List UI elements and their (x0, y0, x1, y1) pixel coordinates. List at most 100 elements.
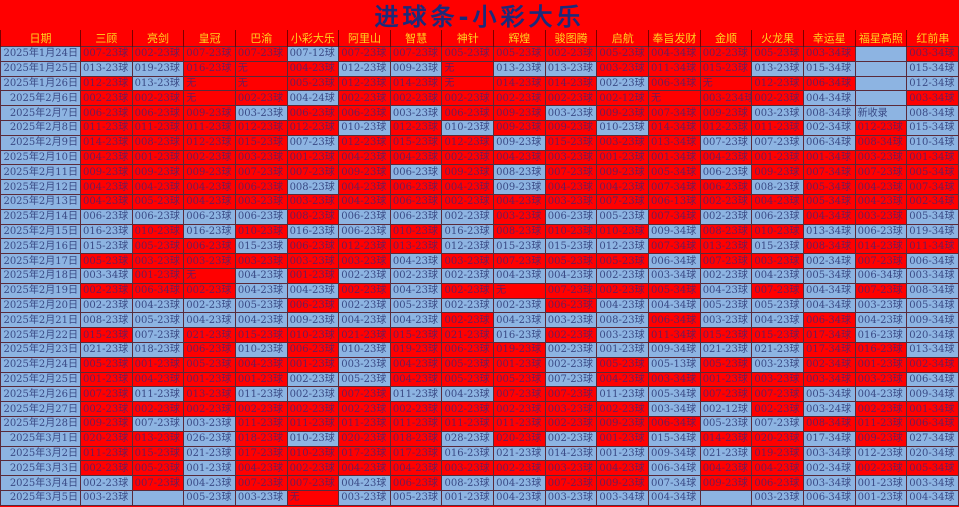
result-cell[interactable]: 007-23球 (183, 46, 236, 62)
result-cell[interactable]: 003-34球 (906, 46, 959, 62)
date-cell[interactable]: 2025年3月2日 (0, 445, 81, 462)
result-cell[interactable]: 003-34球 (802, 475, 856, 491)
result-cell[interactable]: 003-24球 (802, 401, 856, 417)
result-cell[interactable]: 002-23球 (131, 90, 185, 107)
result-cell[interactable]: 001-23球 (854, 489, 908, 506)
result-cell[interactable]: 005-34球 (906, 460, 959, 477)
result-cell[interactable]: 002-23球 (80, 282, 133, 299)
result-cell[interactable]: 003-23球 (183, 253, 236, 269)
result-cell[interactable]: 010-23球 (131, 223, 185, 240)
result-cell[interactable]: 003-34球 (648, 267, 701, 284)
result-cell[interactable]: 009-34球 (906, 386, 959, 403)
result-cell[interactable]: 015-23球 (544, 134, 598, 151)
result-cell[interactable]: 007-23球 (544, 475, 598, 491)
result-cell[interactable]: 015-23球 (234, 327, 288, 343)
result-cell[interactable]: 005-23球 (80, 356, 133, 373)
result-cell[interactable]: 007-34球 (648, 208, 701, 225)
result-cell[interactable]: 002-23球 (544, 356, 598, 373)
result-cell[interactable]: 009-34球 (648, 341, 701, 358)
result-cell[interactable]: 006-23球 (699, 164, 753, 181)
result-cell[interactable]: 003-34球 (648, 371, 701, 388)
date-cell[interactable]: 2025年3月1日 (0, 430, 81, 447)
result-cell[interactable]: 无 (441, 60, 495, 77)
date-cell[interactable]: 2025年2月18日 (0, 267, 81, 284)
result-cell[interactable]: 009-23球 (751, 164, 804, 181)
result-cell[interactable]: 004-23球 (596, 179, 650, 195)
date-cell[interactable]: 2025年1月26日 (0, 75, 81, 92)
result-cell[interactable]: 004-23球 (596, 460, 650, 477)
result-cell[interactable]: 005-34球 (648, 164, 701, 181)
result-cell[interactable]: 002-23球 (544, 430, 598, 447)
result-cell[interactable]: 002-23球 (80, 90, 133, 107)
result-cell[interactable]: 002-23球 (389, 90, 443, 107)
result-cell[interactable]: 006-23球 (338, 223, 391, 240)
result-cell[interactable]: 004-23球 (493, 489, 546, 506)
result-cell[interactable]: 003-23球 (854, 371, 908, 388)
result-cell[interactable]: 002-12球 (699, 401, 753, 417)
result-cell[interactable]: 001-34球 (906, 149, 959, 166)
result-cell[interactable]: 005-23球 (389, 489, 443, 506)
column-header[interactable]: 亮剑 (131, 30, 184, 47)
result-cell[interactable]: 009-23球 (389, 60, 443, 77)
result-cell[interactable]: 007-23球 (751, 282, 804, 299)
result-cell[interactable]: 007-23球 (131, 475, 185, 491)
result-cell[interactable]: 011-23球 (493, 415, 546, 432)
result-cell[interactable]: 003-23球 (80, 489, 133, 506)
result-cell[interactable]: 006-23球 (286, 341, 340, 358)
result-cell[interactable]: 004-23球 (854, 179, 908, 195)
result-cell[interactable]: 015-23球 (234, 134, 288, 151)
result-cell[interactable]: 015-23球 (751, 238, 804, 255)
result-cell[interactable]: 无 (699, 75, 753, 92)
result-cell[interactable]: 007-23球 (338, 46, 391, 62)
result-cell[interactable]: 004-23球 (493, 267, 546, 284)
result-cell[interactable]: 003-34球 (906, 475, 959, 491)
result-cell[interactable]: 017-34球 (802, 341, 856, 358)
result-cell[interactable]: 014-23球 (699, 430, 753, 447)
result-cell[interactable]: 003-23球 (544, 149, 598, 166)
result-cell[interactable]: 004-34球 (648, 297, 701, 314)
result-cell[interactable]: 012-34球 (906, 75, 959, 92)
result-cell[interactable]: 003-23球 (234, 253, 288, 269)
result-cell[interactable]: 010-23球 (286, 327, 340, 343)
result-cell[interactable]: 027-34球 (906, 430, 959, 447)
result-cell[interactable]: 013-23球 (544, 60, 598, 77)
result-cell[interactable]: 004-23球 (131, 297, 185, 314)
result-cell[interactable]: 001-23球 (131, 356, 185, 373)
result-cell[interactable]: 014-23球 (80, 134, 133, 151)
result-cell[interactable]: 009-23球 (441, 164, 495, 181)
date-cell[interactable]: 2025年2月22日 (0, 327, 81, 343)
result-cell[interactable]: 007-23球 (338, 386, 391, 403)
result-cell[interactable]: 004-23球 (338, 312, 391, 329)
result-cell[interactable]: 011-23球 (389, 386, 443, 403)
date-cell[interactable]: 2025年2月9日 (0, 134, 81, 151)
result-cell[interactable]: 015-23球 (751, 327, 804, 343)
result-cell[interactable]: 021-23球 (338, 327, 391, 343)
result-cell[interactable]: 新收录 (854, 105, 908, 121)
result-cell[interactable]: 012-23球 (286, 119, 340, 136)
result-cell[interactable]: 004-23球 (286, 282, 340, 299)
result-cell[interactable]: 006-23球 (80, 105, 133, 121)
date-cell[interactable]: 2025年2月19日 (0, 282, 81, 299)
result-cell[interactable]: 004-23球 (596, 371, 650, 388)
result-cell[interactable]: 012-23球 (234, 119, 288, 136)
result-cell[interactable]: 003-23球 (234, 149, 288, 166)
result-cell[interactable]: 010-23球 (286, 445, 340, 462)
result-cell[interactable]: 007-23球 (234, 475, 288, 491)
result-cell[interactable]: 006-23球 (389, 179, 443, 195)
result-cell[interactable]: 021-23球 (183, 445, 236, 462)
result-cell[interactable]: 005-23球 (699, 415, 753, 432)
result-cell[interactable]: 005-23球 (751, 46, 804, 62)
result-cell[interactable]: 007-23球 (699, 386, 753, 403)
result-cell[interactable]: 004-23球 (338, 460, 391, 477)
result-cell[interactable]: 005-34球 (906, 208, 959, 225)
result-cell[interactable]: 004-23球 (183, 312, 236, 329)
result-cell[interactable]: 无 (183, 267, 236, 284)
result-cell[interactable]: 012-23球 (338, 60, 391, 77)
result-cell[interactable]: 005-34球 (802, 386, 856, 403)
column-header[interactable]: 火龙果 (751, 30, 804, 47)
result-cell[interactable]: 004-23球 (854, 193, 908, 210)
result-cell[interactable]: 003-23球 (596, 60, 650, 77)
result-cell[interactable]: 028-23球 (441, 430, 495, 447)
result-cell[interactable]: 006-23球 (338, 208, 391, 225)
result-cell[interactable]: 012-23球 (338, 238, 391, 255)
